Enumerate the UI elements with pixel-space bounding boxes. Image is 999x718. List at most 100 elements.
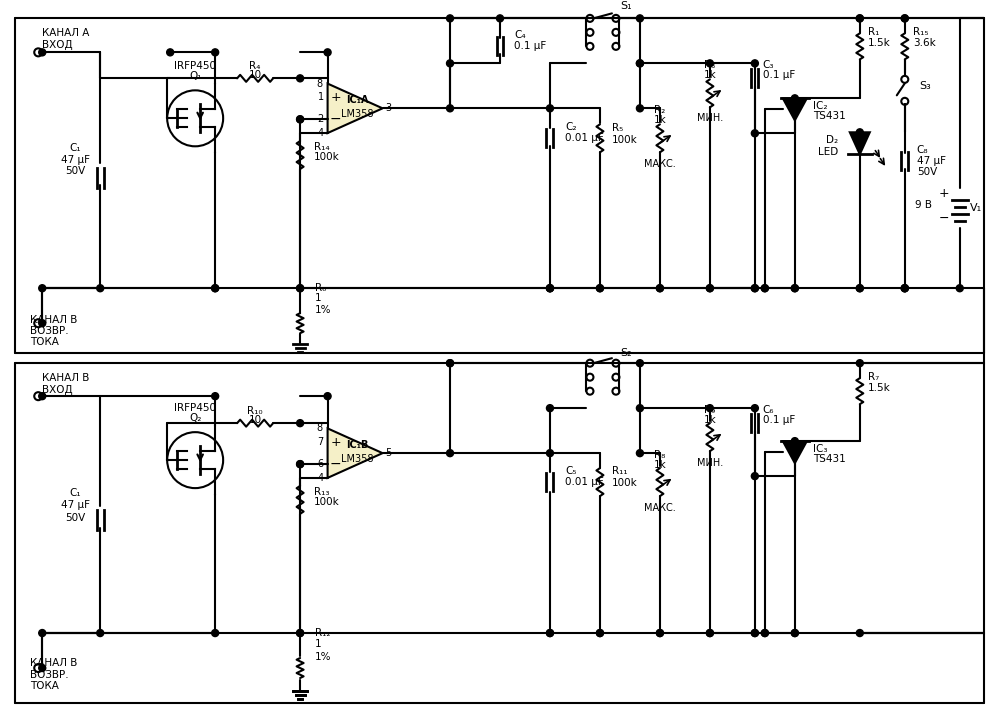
Circle shape (856, 285, 863, 292)
Circle shape (761, 630, 768, 637)
Circle shape (636, 449, 643, 457)
Circle shape (39, 285, 46, 292)
Text: 100k: 100k (612, 135, 637, 145)
Text: D₂: D₂ (826, 135, 838, 145)
Text: 47 μF: 47 μF (61, 500, 90, 510)
Text: 4: 4 (318, 473, 324, 483)
Circle shape (761, 285, 768, 292)
Circle shape (297, 461, 304, 467)
Circle shape (856, 15, 863, 22)
Text: R₁₁: R₁₁ (612, 466, 627, 476)
Circle shape (497, 15, 503, 22)
Text: 10: 10 (249, 70, 262, 80)
Circle shape (447, 449, 454, 457)
Circle shape (856, 360, 863, 367)
Circle shape (97, 630, 104, 637)
Circle shape (636, 60, 643, 67)
Text: 0.01 μF: 0.01 μF (565, 477, 603, 487)
Text: IC₁A: IC₁A (346, 95, 369, 106)
Text: 1k: 1k (653, 460, 666, 470)
Circle shape (212, 630, 219, 637)
Text: C₃: C₃ (763, 60, 774, 70)
Polygon shape (328, 83, 383, 133)
Circle shape (546, 630, 553, 637)
Circle shape (636, 405, 643, 411)
Text: R₄: R₄ (250, 61, 261, 71)
Text: КАНАЛ В: КАНАЛ В (30, 658, 78, 668)
Text: 1%: 1% (315, 652, 332, 662)
Text: 1k: 1k (653, 116, 666, 126)
Circle shape (546, 630, 553, 637)
Text: R₁₄: R₁₄ (314, 142, 330, 152)
Circle shape (297, 630, 304, 637)
Polygon shape (328, 429, 383, 478)
Circle shape (636, 105, 643, 112)
Text: МАКС.: МАКС. (644, 503, 675, 513)
Text: 0.01 μF: 0.01 μF (565, 134, 603, 144)
Polygon shape (783, 98, 807, 121)
Text: 3.6k: 3.6k (913, 38, 935, 48)
Circle shape (751, 630, 758, 637)
Text: IRFP450: IRFP450 (174, 61, 216, 71)
Text: 0.1 μF: 0.1 μF (514, 42, 546, 52)
Circle shape (546, 285, 553, 292)
Circle shape (706, 60, 713, 67)
Text: МИН.: МИН. (696, 458, 723, 468)
Circle shape (596, 630, 603, 637)
Text: 100k: 100k (314, 497, 340, 507)
Text: 100k: 100k (314, 152, 340, 162)
Text: R₆: R₆ (315, 283, 327, 293)
Circle shape (447, 60, 454, 67)
Text: ВХОД: ВХОД (42, 385, 73, 395)
Circle shape (596, 285, 603, 292)
Text: 50V: 50V (65, 167, 85, 177)
Text: 2: 2 (318, 114, 324, 124)
Circle shape (751, 405, 758, 411)
Circle shape (636, 60, 643, 67)
Circle shape (761, 630, 768, 637)
Text: S₃: S₃ (919, 81, 930, 91)
Circle shape (39, 665, 46, 671)
Text: 8: 8 (317, 78, 323, 88)
Circle shape (39, 49, 46, 56)
Circle shape (856, 630, 863, 637)
Circle shape (447, 105, 454, 112)
Circle shape (751, 285, 758, 292)
Text: КАНАЛ В: КАНАЛ В (42, 373, 90, 383)
Circle shape (212, 49, 219, 56)
Circle shape (167, 49, 174, 56)
Circle shape (636, 15, 643, 22)
Text: ВХОД: ВХОД (42, 40, 73, 50)
Text: R₉: R₉ (704, 405, 715, 415)
Circle shape (97, 285, 104, 292)
Circle shape (297, 285, 304, 292)
Circle shape (856, 285, 863, 292)
Circle shape (751, 285, 758, 292)
Circle shape (297, 630, 304, 637)
Circle shape (546, 405, 553, 411)
Circle shape (212, 285, 219, 292)
Text: 50V: 50V (65, 513, 85, 523)
Circle shape (447, 15, 454, 22)
Text: R₇: R₇ (868, 372, 879, 382)
Text: КАНАЛ В: КАНАЛ В (30, 315, 78, 325)
Text: КАНАЛ А: КАНАЛ А (42, 29, 90, 38)
Text: −: − (938, 212, 949, 225)
Text: C₄: C₄ (514, 30, 525, 40)
Circle shape (706, 285, 713, 292)
Text: 50V: 50V (917, 167, 937, 177)
Text: 7: 7 (318, 437, 324, 447)
Text: 1k: 1k (703, 70, 716, 80)
Text: R₁₃: R₁₃ (314, 487, 330, 497)
Text: 47 μF: 47 μF (61, 155, 90, 165)
Circle shape (706, 630, 713, 637)
Circle shape (596, 285, 603, 292)
Circle shape (656, 630, 663, 637)
Text: −: − (330, 457, 342, 471)
Circle shape (791, 630, 798, 637)
Circle shape (791, 285, 798, 292)
Text: R₈: R₈ (654, 450, 665, 460)
Circle shape (656, 630, 663, 637)
Text: 1k: 1k (703, 415, 716, 425)
Circle shape (956, 285, 963, 292)
